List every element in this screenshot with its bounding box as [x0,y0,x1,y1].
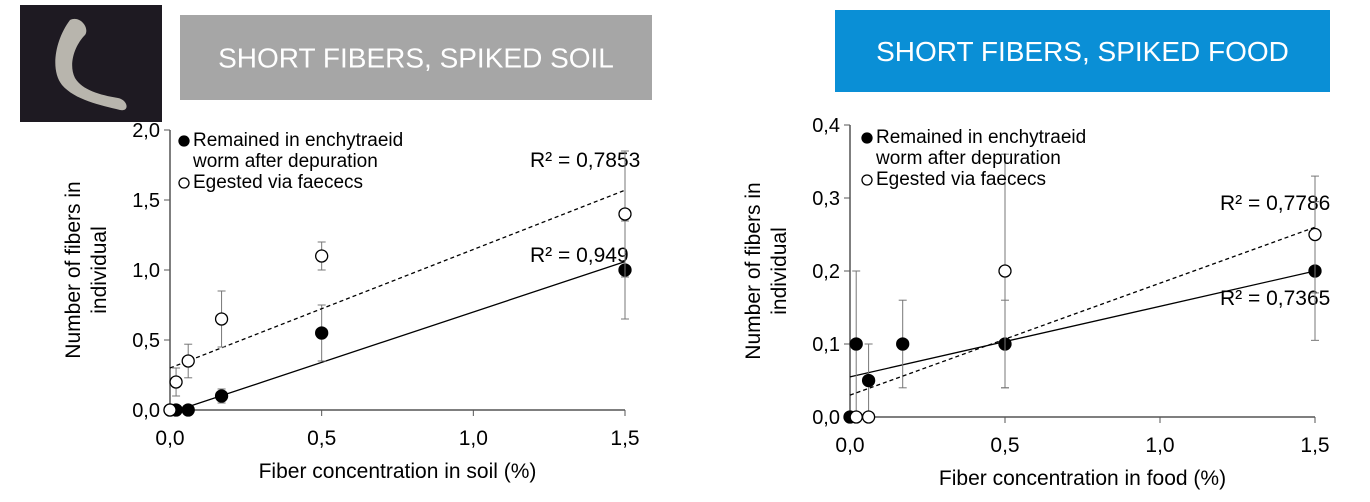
x-tick-label: 0,5 [307,427,336,450]
point [849,410,863,424]
point [998,264,1012,278]
y-tick-label: 0,3 [812,188,840,210]
point [181,354,195,368]
x-axis-label: Fiber concentration in food (%) [939,467,1226,490]
chart: SHORT FIBERS, SPIKED SOIL 0,0 0,5 1,0 1,5 2,0… [62,15,652,483]
point [181,403,195,417]
y-tick-label: 2,0 [132,120,160,142]
r-squared-label: R² = 0,7853 [530,149,640,172]
y-axis-label: Number of fibers in [62,181,85,358]
trendline [169,260,626,414]
x-tick-label: 1,0 [1145,434,1174,457]
y-tick-label: 1,5 [132,190,160,212]
point [214,312,229,326]
x-tick-label: 1,0 [459,427,488,450]
x-tick-label: 0,5 [990,434,1019,457]
point [315,326,329,340]
point [163,403,177,417]
y-tick-label: 0,2 [812,261,840,283]
point [169,375,183,389]
y-tick-label: 0,0 [132,400,160,422]
chart: SHORT FIBERS, SPIKED FOOD 0,0 0,1 0,2 0,3 0,4… [742,10,1330,490]
y-tick-label: 0,4 [812,115,840,137]
trendline [849,270,1316,378]
legend-entry: Egested via faececs [876,169,1047,190]
y-axis-label: Number of fibers in [742,182,765,359]
x-tick-label: 0,0 [155,427,184,450]
legend-marker [178,177,190,189]
chart-title: SHORT FIBERS, SPIKED SOIL [218,43,614,74]
legend-label: Egested via faececs [193,172,364,193]
legend-entry: Remained in enchytraeid worm after depur… [193,130,404,172]
point [861,373,876,388]
title-box [835,10,1330,92]
legend-marker [861,174,873,186]
trendline [849,226,1316,396]
legend-label: Egested via faececs [876,169,1047,190]
r-squared-label: R² = 0,7365 [1220,287,1330,310]
y-axis-label: individual [88,226,111,314]
point [618,207,632,221]
legend-entry: Egested via faececs [193,172,364,193]
legend-marker [861,132,873,144]
x-tick-label: 0,0 [835,434,864,457]
legend-entry: Remained in enchytraeid worm after depur… [876,127,1087,169]
trendline [169,189,626,369]
point [315,249,329,263]
y-tick-label: 0,0 [812,407,840,429]
x-tick-label: 1,5 [610,427,639,450]
legend-marker [178,135,190,147]
x-axis-label: Fiber concentration in soil (%) [259,460,537,483]
title-box [180,15,652,100]
y-tick-label: 1,0 [132,260,160,282]
r-squared-label: R² = 0,949 [530,244,629,267]
point [861,410,876,424]
r-squared-label: R² = 0,7786 [1220,192,1330,215]
point [896,337,910,351]
y-tick-label: 0,5 [132,330,160,352]
point [849,337,863,351]
legend-label: Remained in enchytraeid worm after depur… [876,127,1087,169]
legend-label: Remained in enchytraeid worm after depur… [193,130,404,172]
x-tick-label: 1,5 [1300,434,1329,457]
point [1308,227,1322,242]
worm-photo [20,5,162,122]
y-tick-label: 0,1 [812,334,840,356]
y-axis-label: individual [768,227,791,315]
point [214,389,229,403]
chart-title: SHORT FIBERS, SPIKED FOOD [876,36,1289,67]
